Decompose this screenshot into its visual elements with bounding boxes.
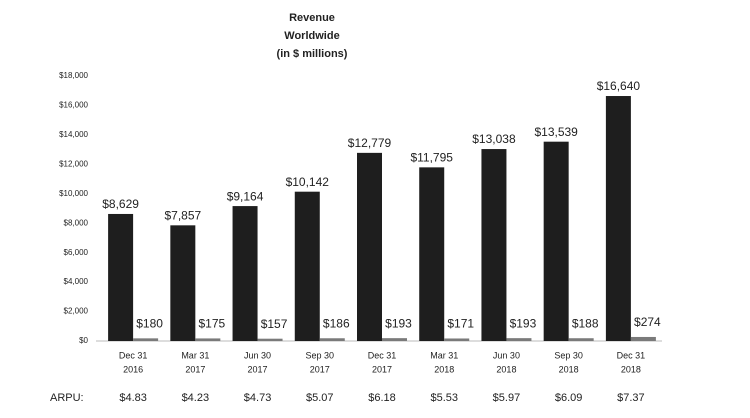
y-tick-label: $14,000	[59, 130, 88, 139]
x-tick-label: 2016	[123, 364, 143, 374]
arpu-value: $5.97	[493, 392, 521, 404]
y-tick-label: $10,000	[59, 189, 88, 198]
x-tick-label: 2018	[559, 364, 579, 374]
x-tick-label: 2018	[434, 364, 454, 374]
arpu-value: $6.09	[555, 392, 583, 404]
data-label: $193	[510, 316, 537, 330]
x-tick-label: 2017	[310, 364, 330, 374]
data-label: $188	[572, 316, 599, 330]
arpu-value: $4.73	[244, 392, 272, 404]
bar	[108, 213, 134, 341]
bar	[257, 338, 283, 341]
x-tick-label: Jun 30	[244, 350, 271, 360]
x-tick-label: Sep 30	[306, 350, 335, 360]
bar	[506, 338, 532, 341]
x-tick-label: Mar 31	[430, 350, 458, 360]
bar	[294, 191, 320, 341]
bar	[232, 206, 258, 341]
bar	[319, 338, 345, 341]
data-label: $10,142	[286, 175, 330, 189]
data-label: $12,779	[348, 136, 392, 150]
data-label: $175	[198, 317, 225, 331]
bar	[444, 338, 470, 341]
chart-title: Revenue	[289, 12, 335, 24]
bar	[133, 338, 159, 341]
bar	[357, 152, 382, 341]
bar	[195, 338, 221, 341]
data-label: $11,795	[410, 151, 453, 165]
bar	[382, 338, 407, 341]
y-tick-label: $8,000	[64, 218, 89, 227]
bar	[543, 141, 569, 341]
arpu-label: ARPU:	[50, 392, 84, 404]
data-label: $186	[323, 316, 350, 330]
y-tick-label: $6,000	[64, 248, 89, 257]
x-tick-label: Dec 31	[119, 350, 148, 360]
bar	[170, 225, 196, 341]
data-label: $193	[385, 316, 412, 330]
data-label: $157	[261, 317, 288, 331]
x-tick-label: 2017	[372, 364, 392, 374]
chart-title: (in $ millions)	[277, 48, 348, 60]
data-label: $274	[634, 315, 661, 329]
data-label: $180	[136, 317, 163, 331]
x-tick-label: 2018	[496, 364, 516, 374]
x-tick-label: 2017	[248, 364, 268, 374]
data-label: $8,629	[102, 197, 139, 211]
y-tick-label: $18,000	[59, 71, 88, 80]
arpu-value: $4.23	[182, 392, 210, 404]
data-label: $9,164	[227, 189, 264, 203]
x-tick-label: Sep 30	[554, 350, 583, 360]
arpu-value: $7.37	[617, 392, 645, 404]
data-label: $13,539	[534, 125, 578, 139]
arpu-value: $5.53	[430, 392, 458, 404]
bar	[630, 336, 656, 341]
data-label: $7,857	[164, 208, 201, 222]
bar	[481, 149, 507, 341]
x-tick-label: Jun 30	[493, 350, 520, 360]
x-tick-label: 2017	[185, 364, 205, 374]
bar	[419, 167, 445, 341]
x-tick-label: 2018	[621, 364, 641, 374]
x-tick-label: Dec 31	[368, 350, 397, 360]
arpu-value: $6.18	[368, 392, 396, 404]
y-tick-label: $16,000	[59, 101, 88, 110]
data-label: $16,640	[597, 79, 641, 93]
y-tick-label: $0	[79, 336, 88, 345]
x-tick-label: Dec 31	[617, 350, 646, 360]
chart-title: Worldwide	[284, 30, 339, 42]
y-tick-label: $12,000	[59, 159, 88, 168]
x-tick-label: Mar 31	[181, 350, 209, 360]
y-tick-label: $4,000	[64, 277, 89, 286]
y-tick-label: $2,000	[64, 307, 89, 316]
data-label: $171	[447, 317, 474, 331]
bar	[568, 338, 594, 341]
data-label: $13,038	[472, 132, 516, 146]
bar	[605, 96, 631, 342]
arpu-value: $5.07	[306, 392, 334, 404]
arpu-value: $4.83	[119, 392, 147, 404]
